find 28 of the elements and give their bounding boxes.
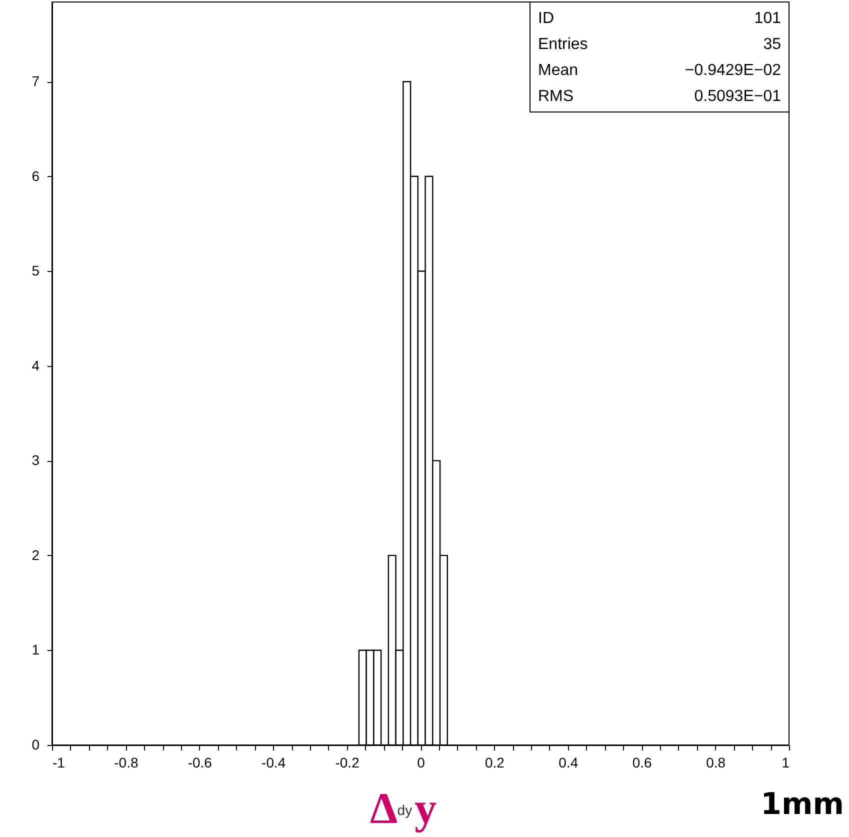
annotation: Mean	[538, 62, 578, 79]
x-tick-label: 0.2	[484, 754, 505, 770]
x-tick-label: 0.4	[558, 754, 578, 770]
y-tick-label: 1	[32, 642, 40, 658]
x-tick-label: 1	[782, 754, 790, 770]
x-tick-label: -0.6	[188, 754, 212, 770]
annotation: 101	[754, 10, 782, 27]
annotation: 35	[763, 36, 782, 53]
y-tick-label: 3	[32, 452, 40, 468]
x-tick-label: -1	[52, 754, 66, 770]
y-tick-label: 0	[32, 736, 40, 752]
x-tick-label: 0.8	[706, 754, 726, 770]
y-tick-label: 6	[32, 168, 40, 184]
annotation: Entries	[538, 36, 588, 53]
annotation: 0.5093E−01	[694, 88, 782, 105]
annotation: ID	[538, 10, 554, 27]
text: 1mm	[760, 787, 844, 822]
x-tick-label: -0.4	[262, 754, 286, 770]
x-tick-label: -0.2	[335, 754, 360, 770]
annotation: −0.9429E−02	[684, 62, 782, 79]
y-tick-label: 2	[32, 546, 40, 563]
y-tick-label: 4	[32, 357, 40, 374]
annotation: RMS	[538, 88, 574, 105]
x-tick-label: -0.8	[114, 754, 138, 770]
y-tick-label: 5	[32, 262, 40, 279]
x-tick-label: 0.6	[632, 754, 652, 770]
x-tick-label: 0	[417, 754, 426, 770]
y-tick-label: 7	[32, 73, 40, 90]
